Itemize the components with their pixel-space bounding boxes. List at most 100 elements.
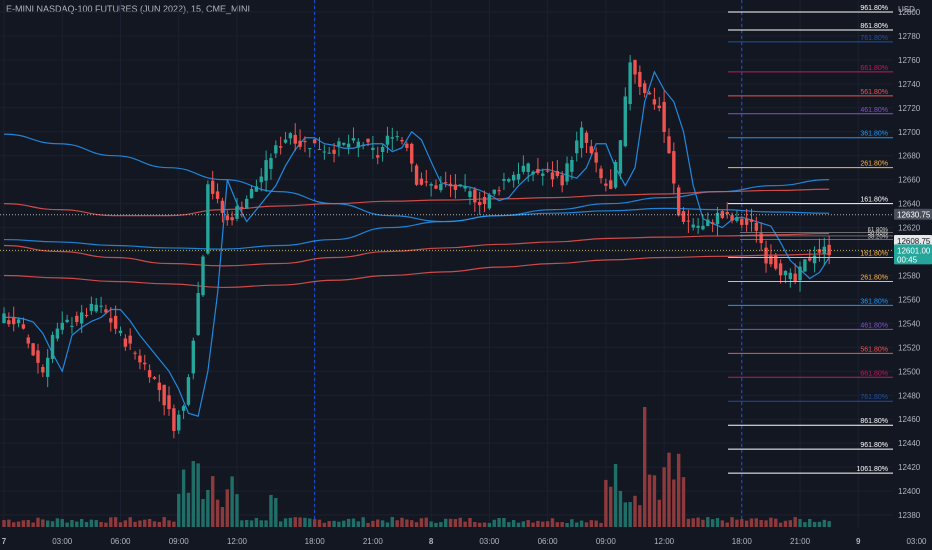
volume-bar <box>783 520 788 527</box>
volume-bar <box>405 519 409 527</box>
volume-bar <box>123 520 128 527</box>
price-tick-label: 12660 <box>898 176 921 185</box>
candle <box>657 105 661 109</box>
volume-bar <box>356 521 361 527</box>
candle <box>410 143 414 164</box>
candle <box>448 183 453 187</box>
price-tick-label: 12540 <box>898 319 921 328</box>
volume-bar <box>497 518 501 527</box>
volume-bar <box>570 519 574 527</box>
volume-bar <box>531 522 535 527</box>
candle <box>414 165 419 185</box>
candle <box>531 171 535 175</box>
volume-bar <box>448 518 453 527</box>
volume-bar <box>380 520 385 527</box>
time-tick-label: 06:00 <box>538 537 559 546</box>
fib-level-label: 961.80% <box>860 5 888 12</box>
volume-bar <box>725 522 729 527</box>
volume-bar <box>706 517 710 527</box>
volume-bar <box>240 520 244 527</box>
price-label: 12608.75 <box>897 237 931 246</box>
candle <box>274 145 278 154</box>
candle <box>434 185 438 189</box>
volume-bar <box>113 517 118 527</box>
volume-bar <box>735 519 739 527</box>
volume-bar <box>162 517 166 527</box>
candle <box>235 206 239 219</box>
volume-bar <box>45 520 50 527</box>
candle <box>550 172 555 180</box>
candle <box>84 314 89 317</box>
candle <box>21 324 26 329</box>
candle <box>143 362 147 365</box>
price-tick-label: 12400 <box>898 487 921 496</box>
candle <box>79 312 84 324</box>
fib-mid-label: 61.80% <box>868 227 889 233</box>
time-tick-label: 8 <box>429 537 434 546</box>
candle <box>337 141 341 146</box>
price-label-box <box>894 244 932 265</box>
candle <box>99 305 103 307</box>
candle <box>346 143 351 148</box>
volume-bar <box>667 452 671 527</box>
price-label: 12630.75 <box>897 211 931 220</box>
candle <box>793 273 797 282</box>
fib-level-label: 1061.80% <box>856 466 888 473</box>
price-tick-label: 12480 <box>898 391 921 400</box>
candle <box>371 147 375 150</box>
volume-bar <box>79 518 84 527</box>
candle <box>764 247 768 264</box>
volume-bar <box>220 507 225 527</box>
volume-bar <box>152 521 157 527</box>
price-tick-label: 12720 <box>898 104 921 113</box>
candle <box>75 315 79 323</box>
volume-bar <box>55 518 60 527</box>
volume-bar <box>351 518 356 527</box>
volume-bar <box>366 522 370 527</box>
candle <box>604 183 608 186</box>
price-tick-label: 12440 <box>898 439 921 448</box>
fib-level-label: 861.80% <box>860 418 888 425</box>
volume-bar <box>541 521 545 527</box>
volume-bar <box>21 520 26 527</box>
fib-levels: 961.80% 861.80% 761.80% 661.80% 561.80% 461.8… <box>728 5 893 474</box>
volume-bar <box>613 463 618 527</box>
candles <box>2 54 831 439</box>
volume-bar <box>376 519 380 527</box>
time-tick-label: 09:00 <box>169 537 190 546</box>
candle <box>662 101 666 133</box>
volume-bar <box>84 522 89 527</box>
volume-bar <box>696 517 700 527</box>
volume-bar <box>191 461 195 527</box>
volume-bar <box>633 495 637 527</box>
volume-bar <box>181 469 186 527</box>
volume-bar <box>575 522 579 527</box>
volume-bar <box>109 517 113 527</box>
volume-bar <box>371 520 375 527</box>
volume-bar <box>429 521 433 527</box>
candle <box>157 382 162 391</box>
volume-bar <box>225 489 229 527</box>
volume-bar <box>764 520 768 527</box>
candle <box>676 187 681 216</box>
candle <box>715 212 720 225</box>
price-tick-label: 12620 <box>898 224 921 233</box>
volume-bar <box>453 519 458 527</box>
price-tick-label: 12500 <box>898 367 921 376</box>
fib-level-label: 561.80% <box>860 89 888 96</box>
volume-bar <box>803 522 807 527</box>
volume-bar <box>434 522 438 527</box>
candle <box>594 152 598 163</box>
price-tick-label: 12740 <box>898 80 921 89</box>
candle <box>123 338 128 347</box>
fib-level-label: 761.80% <box>860 35 888 42</box>
price-tick-label: 12460 <box>898 415 921 424</box>
candle <box>827 244 831 256</box>
candle <box>458 184 462 187</box>
volume-bar <box>822 519 826 527</box>
candle <box>12 317 16 325</box>
volume-bar <box>196 463 200 527</box>
volume-bar <box>215 499 220 527</box>
price-tick-label: 12760 <box>898 56 921 65</box>
